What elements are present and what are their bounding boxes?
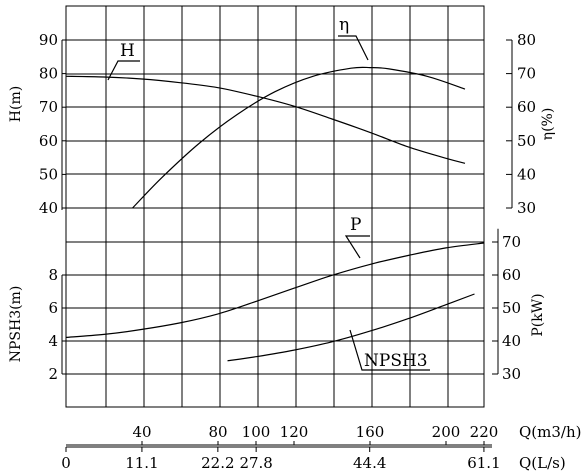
q-m3h-tick-label: 40 xyxy=(132,423,151,441)
p-axis-label: P(kW) xyxy=(530,293,546,336)
h-axis-tick-label: 90 xyxy=(39,31,58,49)
eta-axis-label: η(%) xyxy=(540,108,556,141)
h-axis-tick-label: 80 xyxy=(39,65,58,83)
q-m3h-tick-label: 220 xyxy=(470,423,499,441)
q-ls-tick-label: 44.4 xyxy=(353,454,386,472)
p-axis-tick-label: 60 xyxy=(502,266,521,284)
h-axis-tick-label: 40 xyxy=(39,199,58,217)
p-axis-tick-label: 50 xyxy=(502,299,521,317)
npsh3-leader-line xyxy=(349,329,430,371)
npsh-axis-tick-label: 4 xyxy=(48,332,58,350)
q-ls-tick-label: 22.2 xyxy=(201,454,234,472)
q-m3h-tick-label: 100 xyxy=(242,423,271,441)
q-ls-tick-label: 61.1 xyxy=(467,454,500,472)
q-m3h-tick-label: 200 xyxy=(432,423,461,441)
npsh-axis-label: NPSH3(m) xyxy=(8,286,24,363)
q-m3h-tick-label: 160 xyxy=(356,423,385,441)
h-axis-tick-label: 50 xyxy=(39,165,58,183)
p-axis-tick-label: 30 xyxy=(502,365,521,383)
npsh-axis-tick-label: 8 xyxy=(48,266,58,284)
q-ls-tick-label: 27.8 xyxy=(239,454,272,472)
eta-axis-tick-label: 60 xyxy=(517,98,536,116)
labels: Hη P NPSH3 xyxy=(107,15,430,371)
curve-p xyxy=(65,242,485,338)
eta-axis-tick-label: 80 xyxy=(517,31,536,49)
eta-curve-label: η xyxy=(339,15,349,35)
q-ls-tick-label: 0 xyxy=(61,454,71,472)
eta-leader-line xyxy=(338,35,369,61)
q-m3h-tick-label: 80 xyxy=(208,423,227,441)
p-curve-label: P xyxy=(350,215,361,235)
h-curve-label: H xyxy=(120,41,135,61)
plot-frame xyxy=(65,5,485,408)
npsh-axis-tick-label: 6 xyxy=(48,299,58,317)
npsh3-curve-label: NPSH3 xyxy=(364,351,428,371)
h-leader-line xyxy=(107,60,140,81)
h-axis-label: H(m) xyxy=(8,86,24,122)
axes: 40 50 60 70 80 90 H(m) 2 4 6 8 NPSH3(m) 30 40 50 60 70 80… xyxy=(8,31,581,472)
curve-npsh3 xyxy=(227,293,475,362)
q-ls-tick-label: 11.1 xyxy=(125,454,158,472)
q-m3h-tick-label: 120 xyxy=(280,423,309,441)
p-axis-tick-label: 70 xyxy=(502,233,521,251)
curve-h xyxy=(65,75,466,164)
h-axis-tick-label: 70 xyxy=(39,98,58,116)
p-axis-tick-label: 40 xyxy=(502,332,521,350)
npsh-axis-tick-label: 2 xyxy=(48,365,58,383)
q-m3h-axis-label: Q(m3/h) xyxy=(519,423,581,441)
series-curves xyxy=(65,66,485,362)
grid xyxy=(65,5,485,408)
eta-axis-tick-label: 70 xyxy=(517,65,536,83)
eta-axis-tick-label: 30 xyxy=(517,199,536,217)
eta-axis-tick-label: 50 xyxy=(517,132,536,150)
p-leader-line xyxy=(344,235,370,259)
h-axis-tick-label: 60 xyxy=(39,132,58,150)
q-ls-axis-label: Q(L/s) xyxy=(519,454,566,472)
eta-axis-tick-label: 40 xyxy=(517,165,536,183)
curve-eta xyxy=(132,66,466,209)
